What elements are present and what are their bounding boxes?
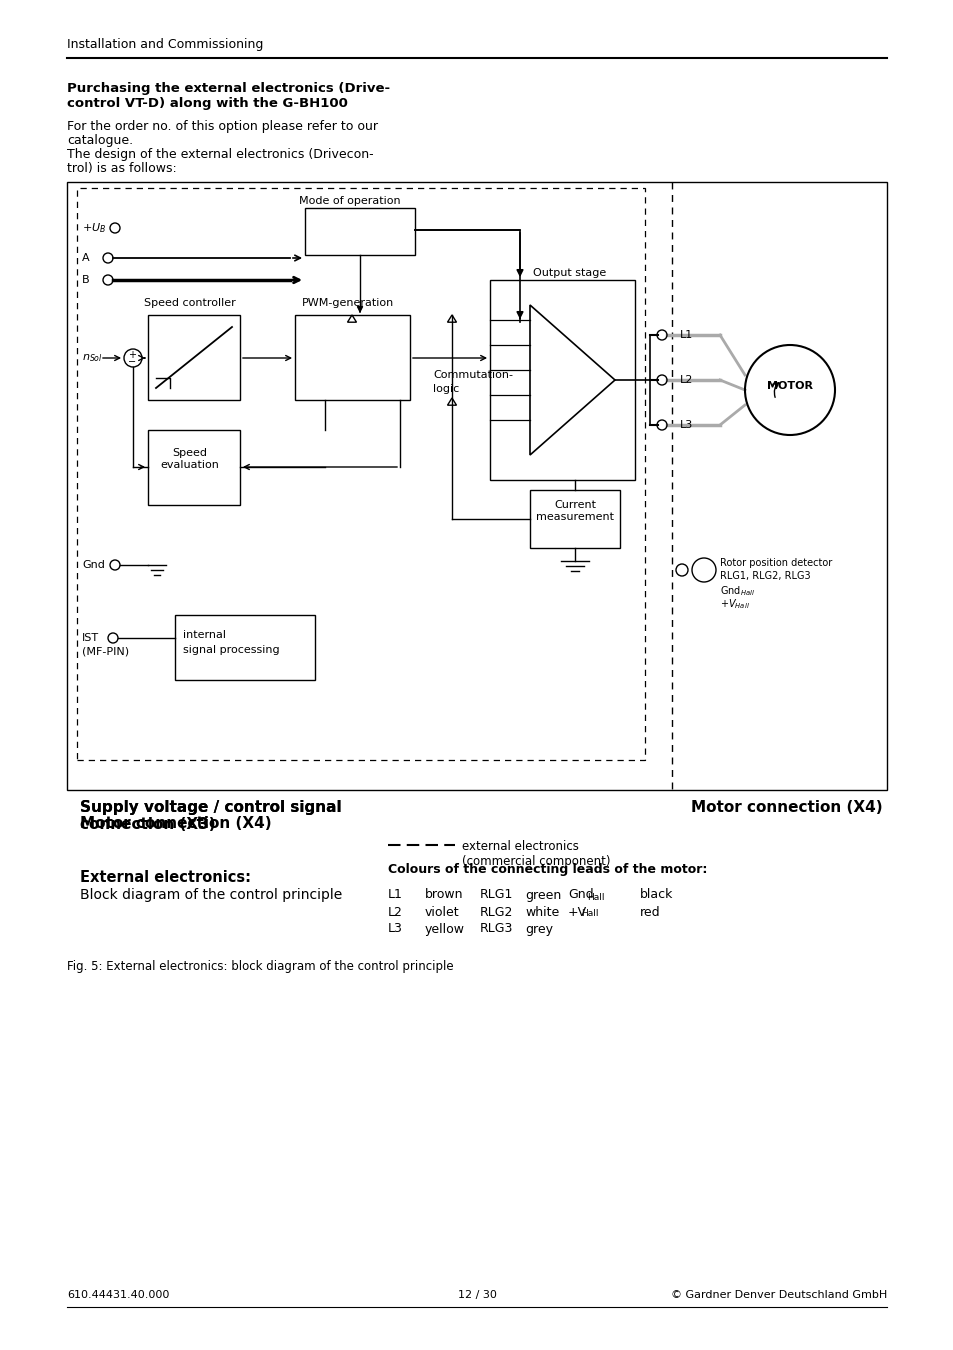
Text: Gnd: Gnd [82,560,105,570]
Text: Installation and Commissioning: Installation and Commissioning [67,38,263,51]
Text: Mode of operation: Mode of operation [299,196,400,207]
Text: green: green [524,888,560,902]
Text: grey: grey [524,922,553,936]
Text: Current: Current [554,500,596,510]
Text: RLG1: RLG1 [479,888,513,902]
Text: logic: logic [433,383,458,394]
Text: MOTOR: MOTOR [766,381,812,392]
Text: measurement: measurement [536,512,614,522]
Text: −: − [128,356,136,367]
Bar [294,315,410,400]
Text: L3: L3 [388,922,402,936]
Text: $+U_B$: $+U_B$ [82,221,106,235]
Bar [530,490,619,548]
Text: A: A [82,252,90,263]
Text: yellow: yellow [424,922,464,936]
Text: signal processing: signal processing [183,645,279,655]
Text: Output stage: Output stage [533,269,606,278]
Text: Block diagram of the control principle: Block diagram of the control principle [80,888,342,902]
Bar [148,431,240,505]
Text: © Gardner Denver Deutschland GmbH: © Gardner Denver Deutschland GmbH [670,1291,886,1300]
Text: evaluation: evaluation [160,460,219,470]
Text: RLG1, RLG2, RLG3: RLG1, RLG2, RLG3 [720,571,810,580]
Text: L3: L3 [679,420,693,431]
Text: Supply voltage / control signal: Supply voltage / control signal [80,801,341,815]
Bar [305,208,415,255]
Text: Motor connection (X4): Motor connection (X4) [80,815,272,832]
Text: B: B [82,275,90,285]
Text: $+V_{Hall}$: $+V_{Hall}$ [720,597,749,610]
Text: Motor connection (X4): Motor connection (X4) [691,801,882,815]
Text: RLG3: RLG3 [479,922,513,936]
Text: +V: +V [567,906,586,918]
Bar [67,182,886,790]
Text: Gnd: Gnd [567,888,593,902]
Bar [490,279,635,481]
Bar [174,616,314,680]
Text: brown: brown [424,888,463,902]
Text: (MF-PIN): (MF-PIN) [82,647,129,656]
Text: 12 / 30: 12 / 30 [457,1291,496,1300]
Text: For the order no. of this option please refer to our: For the order no. of this option please … [67,120,377,134]
Text: L2: L2 [679,375,693,385]
Text: Rotor position detector: Rotor position detector [720,558,831,568]
Text: +: + [128,350,136,360]
Text: Hall: Hall [586,892,604,902]
Text: Colours of the connecting leads of the motor:: Colours of the connecting leads of the m… [388,863,706,876]
Text: Supply voltage / control signal: Supply voltage / control signal [80,801,341,815]
Text: L2: L2 [388,906,402,918]
Text: (commercial component): (commercial component) [461,855,610,868]
Text: connection (X3): connection (X3) [80,817,215,832]
Text: control VT-D) along with the G-BH100: control VT-D) along with the G-BH100 [67,97,348,109]
Text: black: black [639,888,673,902]
Text: RLG2: RLG2 [479,906,513,918]
Text: Hall: Hall [580,910,598,918]
Text: violet: violet [424,906,459,918]
Text: Speed controller: Speed controller [144,298,235,308]
Text: Purchasing the external electronics (Drive-: Purchasing the external electronics (Dri… [67,82,390,94]
Text: External electronics:: External electronics: [80,869,251,886]
Bar [148,315,240,400]
Text: Fig. 5: External electronics: block diagram of the control principle: Fig. 5: External electronics: block diag… [67,960,453,973]
Bar [77,188,644,760]
Text: The design of the external electronics (Drivecon-: The design of the external electronics (… [67,148,374,161]
Text: Gnd$_{Hall}$: Gnd$_{Hall}$ [720,585,754,598]
Text: L1: L1 [388,888,402,902]
Text: red: red [639,906,659,918]
Text: catalogue.: catalogue. [67,134,133,147]
Text: $n_{Sol}$: $n_{Sol}$ [82,352,103,365]
Text: internal: internal [183,630,226,640]
Text: Commutation-: Commutation- [433,370,513,379]
Text: white: white [524,906,558,918]
Text: external electronics: external electronics [461,840,578,853]
Text: Speed: Speed [172,448,208,458]
Text: trol) is as follows:: trol) is as follows: [67,162,176,176]
Text: 610.44431.40.000: 610.44431.40.000 [67,1291,170,1300]
Text: L1: L1 [679,329,693,340]
Text: IST: IST [82,633,99,643]
Text: PWM-generation: PWM-generation [301,298,394,308]
